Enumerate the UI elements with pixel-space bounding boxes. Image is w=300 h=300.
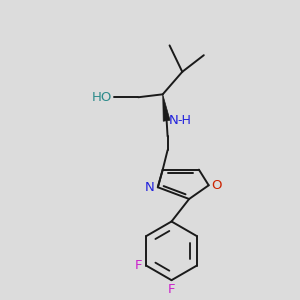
Text: N: N: [145, 181, 155, 194]
Text: O: O: [212, 179, 222, 192]
Text: HO: HO: [92, 91, 112, 104]
Text: F: F: [135, 259, 142, 272]
Text: F: F: [168, 283, 175, 296]
Text: N: N: [169, 114, 178, 127]
Text: -H: -H: [177, 114, 191, 127]
Polygon shape: [163, 94, 170, 121]
